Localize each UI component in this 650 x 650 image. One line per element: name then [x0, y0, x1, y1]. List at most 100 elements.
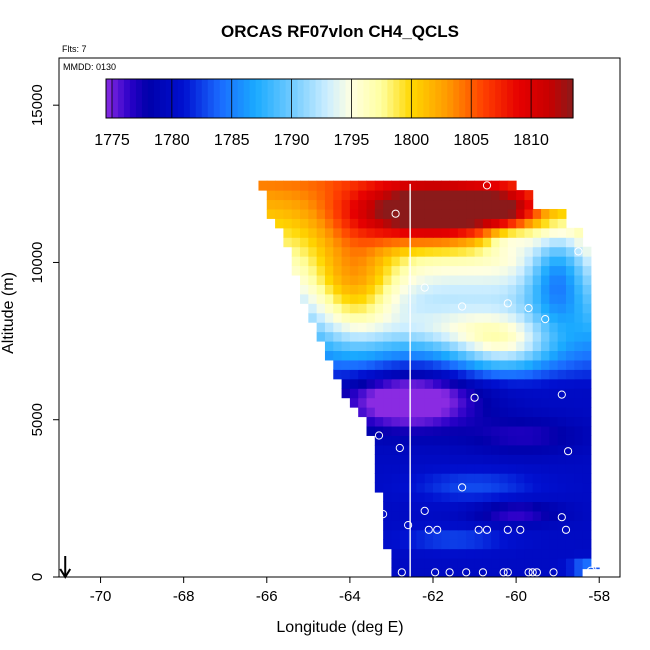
heatmap-cell: [341, 275, 351, 285]
colorbar-tick-label: 1795: [334, 132, 370, 149]
heatmap-cell: [374, 246, 384, 257]
heatmap-cell: [549, 520, 559, 531]
heatmap-cell: [449, 303, 459, 314]
colorbar-swatch: [177, 79, 185, 118]
heatmap-cell: [557, 284, 567, 295]
heatmap-cell: [499, 558, 509, 569]
heatmap-cell: [408, 501, 417, 512]
heatmap-cell: [507, 397, 517, 408]
heatmap-cell: [391, 444, 401, 455]
heatmap-cell: [374, 218, 384, 229]
heatmap-cell: [441, 237, 451, 248]
heatmap-cell: [457, 463, 467, 474]
heatmap-cell: [516, 303, 525, 314]
heatmap-cell: [333, 275, 343, 285]
flight-point: [478, 568, 487, 577]
heatmap-cell: [324, 256, 334, 267]
heatmap-cell: [474, 548, 484, 559]
heatmap-cell: [482, 190, 492, 201]
heatmap-cell: [416, 416, 426, 427]
colorbar-tick-label: 1780: [154, 132, 190, 149]
heatmap-cell: [358, 208, 368, 219]
heatmap-cell: [391, 369, 401, 380]
colorbar-tick-label: 1775: [94, 132, 130, 149]
heatmap-cell: [408, 407, 417, 418]
heatmap-cell: [574, 473, 584, 484]
colorbar-swatch: [369, 79, 377, 118]
heatmap-cell: [466, 284, 476, 295]
heatmap-cell: [433, 265, 442, 276]
heatmap-cell: [457, 284, 467, 295]
heatmap-cell: [408, 435, 417, 446]
heatmap-cell: [466, 208, 476, 219]
heatmap-cell: [474, 359, 484, 370]
heatmap-cell: [457, 397, 467, 408]
heatmap-cell: [499, 208, 509, 219]
heatmap-cell: [541, 548, 550, 559]
colorbar-swatch: [495, 79, 502, 118]
heatmap-cell: [391, 454, 401, 465]
heatmap-cell: [424, 312, 434, 323]
y-axis-label: Altitude (m): [0, 272, 17, 354]
heatmap-cell: [275, 180, 284, 191]
heatmap-cell: [457, 426, 467, 436]
heatmap-cell: [358, 331, 368, 342]
heatmap-cell: [433, 256, 442, 267]
heatmap-cell: [408, 416, 417, 427]
colorbar-swatch: [483, 79, 490, 118]
heatmap-cell: [433, 199, 442, 210]
heatmap-cell: [532, 312, 542, 323]
heatmap-cell: [399, 482, 409, 493]
heatmap-cell: [549, 341, 559, 352]
heatmap-cell: [466, 520, 476, 531]
heatmap-cell: [524, 190, 534, 201]
heatmap-cell: [341, 331, 351, 342]
heatmap-cell: [549, 237, 559, 248]
heatmap-cell: [416, 312, 426, 323]
heatmap-cell: [549, 265, 559, 276]
heatmap-cell: [391, 558, 401, 569]
colorbar-swatch: [315, 79, 323, 118]
colorbar-swatch: [153, 79, 161, 118]
heatmap-cell: [482, 548, 492, 559]
heatmap-cell: [491, 426, 500, 436]
colorbar-swatch: [249, 79, 257, 118]
heatmap-cell: [416, 322, 426, 333]
heatmap-cell: [574, 510, 584, 521]
heatmap-cell: [457, 388, 467, 399]
heatmap-cell: [549, 246, 559, 257]
heatmap-cell: [399, 444, 409, 455]
heatmap-cell: [391, 331, 401, 342]
heatmap-cell: [582, 303, 592, 314]
heatmap-cell: [341, 284, 351, 295]
heatmap-cell: [416, 444, 426, 455]
heatmap-cell: [507, 473, 517, 484]
heatmap-cell: [499, 539, 509, 550]
heatmap-cell: [383, 482, 392, 493]
heatmap-cell: [441, 416, 451, 427]
heatmap-cell: [524, 501, 534, 512]
heatmap-cell: [300, 190, 309, 201]
heatmap-cell: [549, 293, 559, 304]
heatmap-cell: [391, 529, 401, 540]
heatmap-cell: [574, 341, 584, 352]
heatmap-cell: [383, 275, 392, 285]
flight-point: [470, 393, 479, 402]
heatmap-cell: [408, 492, 417, 503]
heatmap-cell: [408, 567, 417, 578]
heatmap-cell: [499, 548, 509, 559]
heatmap-cell: [582, 388, 592, 399]
heatmap-cell: [416, 218, 426, 229]
heatmap-cell: [474, 397, 484, 408]
heatmap-cell: [358, 275, 368, 285]
heatmap-cell: [574, 378, 584, 389]
heatmap-cell: [433, 218, 442, 229]
heatmap-cell: [391, 501, 401, 512]
heatmap-cell: [491, 529, 500, 540]
flight-point: [557, 513, 566, 522]
heatmap-cell: [408, 510, 417, 521]
heatmap-cell: [391, 492, 401, 503]
colorbar-swatch: [237, 79, 245, 118]
flight-point: [564, 447, 573, 456]
heatmap-cell: [574, 435, 584, 446]
